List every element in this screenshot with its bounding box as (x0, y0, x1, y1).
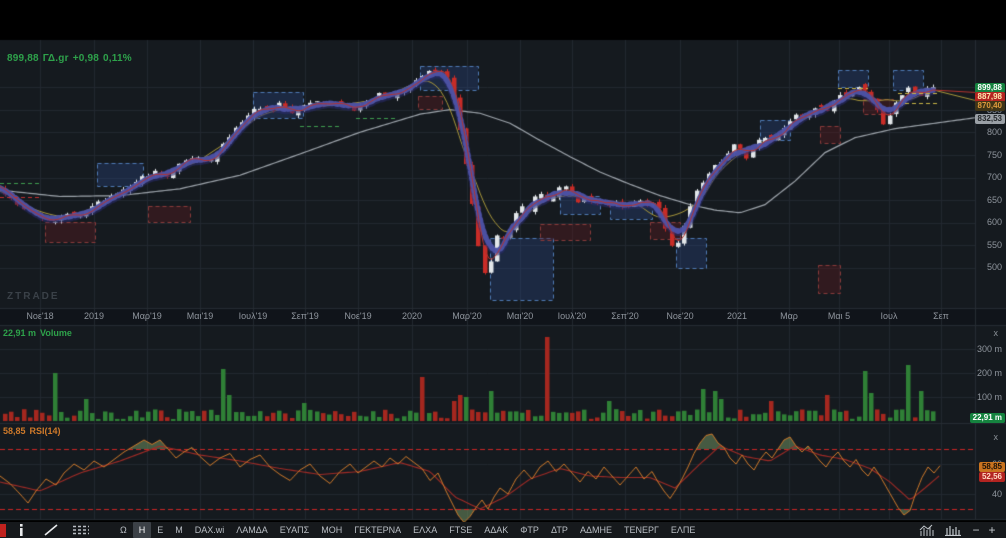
time-axis-label: 2020 (401, 311, 423, 321)
toolbar-button-ΔΤΡ[interactable]: ΔΤΡ (550, 525, 568, 535)
symbol-button-row: Ω Η Ε Μ DAX.wi ΛΑΜΔΑ ΕΥΑΠΣ ΜΟΗ ΓΕΚΤΕΡΝΑ ΕΛΧΑ FTSE Α… (114, 522, 701, 538)
time-axis-label: Ιουλ (880, 311, 898, 321)
rsi-badge-rsi: 58,85 (978, 462, 1005, 472)
price-tick: 700 (986, 172, 1002, 182)
price-badge-last: 899,88 (974, 83, 1005, 93)
rsi-value: 58,85 (3, 426, 26, 436)
symbol-info: 899,88 ΓΔ.gr +0,98 0,11% (7, 53, 136, 64)
ztrade-watermark: ZTRADE (7, 291, 60, 302)
time-axis-label: Νοε'20 (666, 311, 694, 321)
time-axis-label: Μαρ (780, 311, 798, 321)
time-axis-label: Σεπ (933, 311, 949, 321)
zoom-in-button[interactable]: + (988, 523, 996, 537)
rsi-close-icon[interactable]: x (993, 432, 999, 442)
volume-tick: 200 m (976, 368, 1002, 378)
status-indicator (0, 524, 6, 537)
rsi-panel-label: 58,85 RSI(14) (3, 426, 65, 436)
toolbar-button-ΑΔΜΗΕ[interactable]: ΑΔΜΗΕ (579, 525, 612, 535)
symbol-name: ΓΔ.gr (42, 53, 69, 64)
histogram-icon[interactable] (942, 523, 964, 537)
volume-close-icon[interactable]: x (993, 328, 999, 338)
bottom-toolbar: Ω Η Ε Μ DAX.wi ΛΑΜΔΑ ΕΥΑΠΣ ΜΟΗ ΓΕΚΤΕΡΝΑ ΕΛΧΑ FTSE Α… (0, 522, 1006, 538)
time-axis-label: 2021 (726, 311, 748, 321)
toolbar-button-FTSE[interactable]: FTSE (449, 525, 473, 535)
volume-panel-label: 22,91 m Volume (3, 328, 76, 338)
line-tool-icon[interactable] (40, 523, 62, 537)
price-tick: 600 (986, 217, 1002, 227)
price-tick: 750 (986, 150, 1002, 160)
time-axis-label: Ιουλ'19 (238, 311, 268, 321)
chart-style-icon[interactable] (916, 523, 938, 537)
volume-value: 22,91 m (3, 328, 37, 338)
toolbar-button-ΓΕΚΤΕΡΝΑ[interactable]: ΓΕΚΤΕΡΝΑ (354, 525, 402, 535)
price-change-pct: 0,11% (103, 53, 132, 64)
time-axis-label: Σεπ'19 (291, 311, 319, 321)
toolbar-button-ΑΔΑΚ[interactable]: ΑΔΑΚ (484, 525, 509, 535)
time-axis-label: Μαι'19 (186, 311, 214, 321)
toolbar-button-Μ[interactable]: Μ (175, 525, 183, 535)
time-axis-label: Μαρ'19 (132, 311, 162, 321)
time-axis-label: Μαρ'20 (452, 311, 482, 321)
toolbar-button-Ε[interactable]: Ε (157, 525, 164, 535)
info-icon[interactable] (10, 523, 32, 537)
toolbar-button-ΜΟΗ[interactable]: ΜΟΗ (321, 525, 343, 535)
toolbar-button-ΕΛΠΕ[interactable]: ΕΛΠΕ (670, 525, 696, 535)
volume-tick: 300 m (976, 344, 1002, 354)
rsi-name: RSI(14) (29, 426, 61, 436)
grid-icon[interactable] (70, 523, 92, 537)
price-tick: 800 (986, 127, 1002, 137)
toolbar-button-ΦΤΡ[interactable]: ΦΤΡ (520, 525, 539, 535)
time-axis-label: 2019 (83, 311, 105, 321)
last-price: 899,88 (7, 53, 39, 64)
time-axis-label: Μαι'20 (506, 311, 534, 321)
time-axis-label: Μαι 5 (827, 311, 851, 321)
price-badge-ma-slow: 832,53 (974, 114, 1005, 124)
toolbar-button-ΤΕΝΕΡΓ[interactable]: ΤΕΝΕΡΓ (623, 525, 659, 535)
volume-name: Volume (40, 328, 72, 338)
time-axis-label: Ιουλ'20 (557, 311, 587, 321)
toolbar-button-ΕΛΧΑ[interactable]: ΕΛΧΑ (413, 525, 438, 535)
price-badge-alert: 887,98 (974, 92, 1005, 102)
time-axis-label: Νοε'19 (344, 311, 372, 321)
rsi-tick: 40 (991, 489, 1002, 499)
toolbar-button-ΛΑΜΔΑ[interactable]: ΛΑΜΔΑ (236, 525, 268, 535)
price-tick: 650 (986, 195, 1002, 205)
toolbar-right-controls: − + (916, 523, 1000, 537)
price-tick: 500 (986, 262, 1002, 272)
toolbar-button-ΕΥΑΠΣ[interactable]: ΕΥΑΠΣ (279, 525, 310, 535)
price-badge-ma-fast: 870,40 (974, 101, 1005, 111)
toolbar-button-Η[interactable]: Η (132, 522, 152, 538)
toolbar-button-DAX.wi[interactable]: DAX.wi (194, 525, 225, 535)
price-tick: 550 (986, 240, 1002, 250)
toolbar-button-Ω[interactable]: Ω (120, 525, 127, 535)
zoom-out-button[interactable]: − (972, 523, 980, 537)
volume-badge: 22,91 m (969, 413, 1005, 423)
volume-tick: 100 m (976, 392, 1002, 402)
time-axis-label: Σεπ'20 (611, 311, 639, 321)
time-axis-label: Νοε'18 (26, 311, 54, 321)
price-change: +0,98 (72, 53, 99, 64)
rsi-badge-signal: 52,56 (978, 472, 1005, 482)
